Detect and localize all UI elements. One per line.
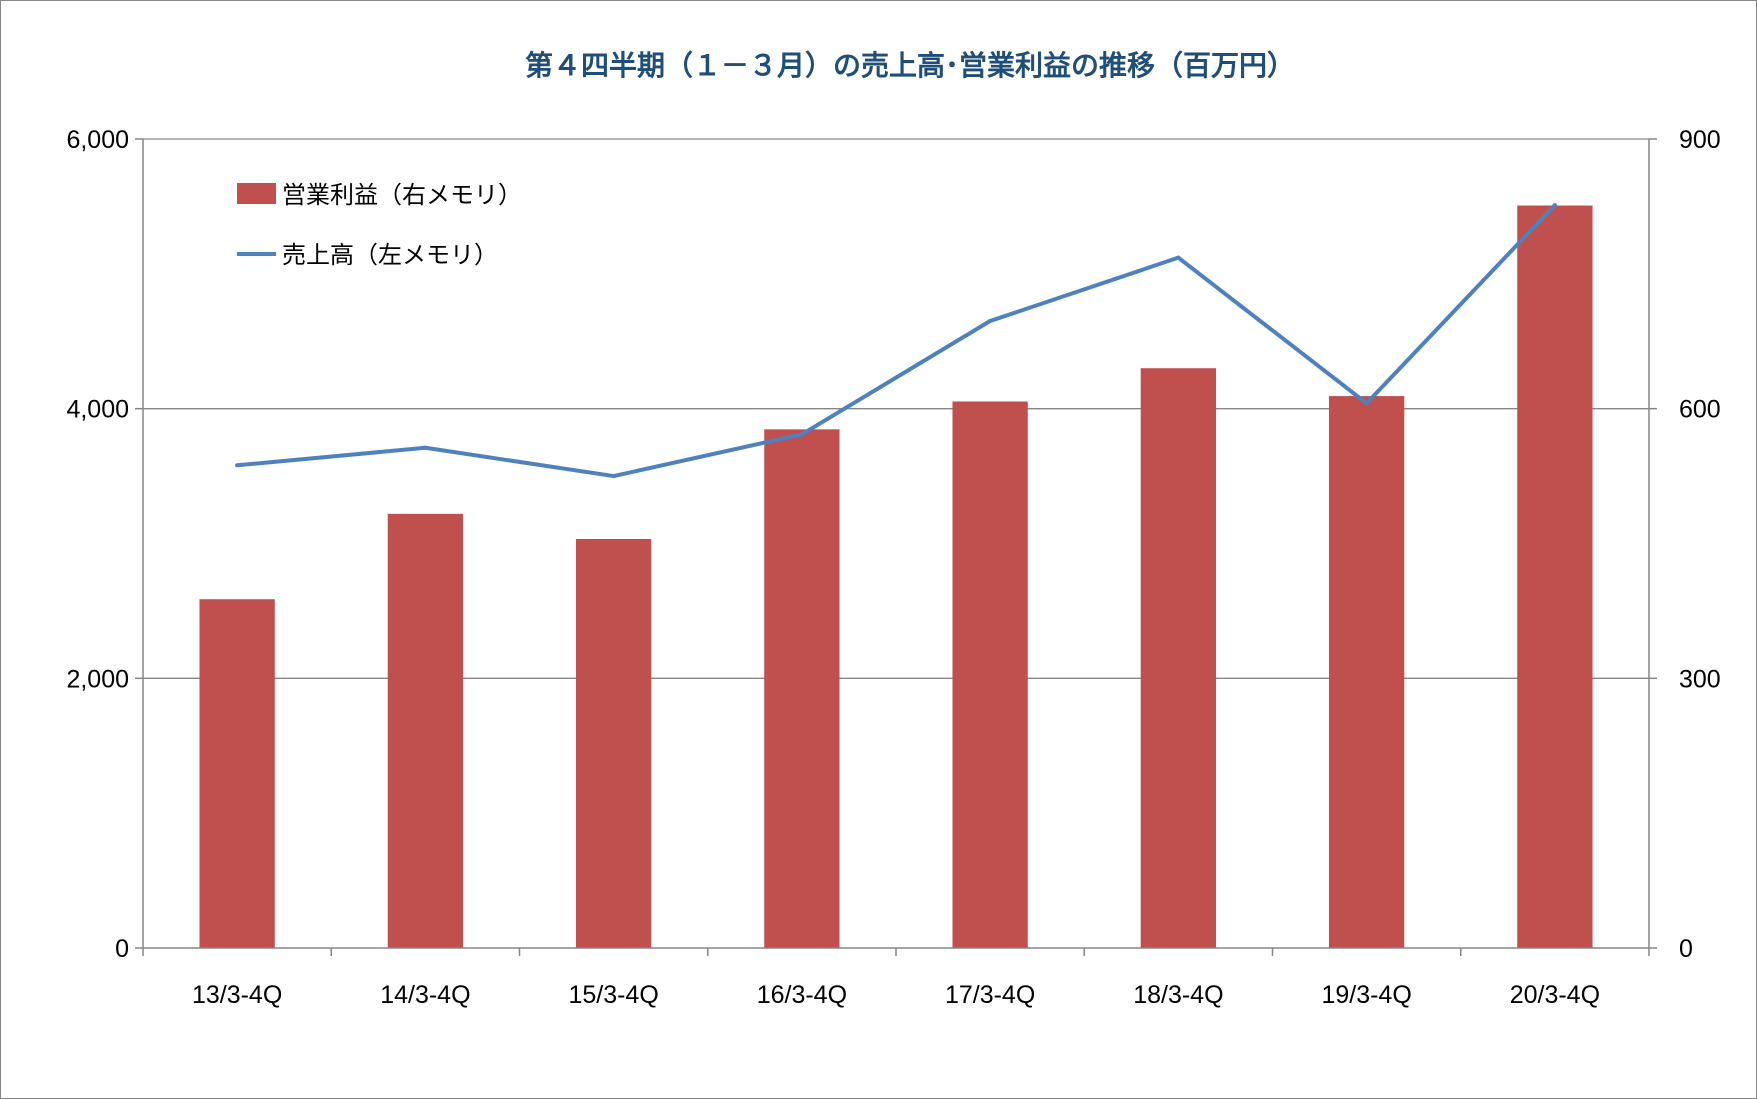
- y-right-tick-label-0: 0: [1679, 935, 1693, 963]
- bar-operating-profit-6: [1328, 396, 1405, 948]
- x-tick-label-2: 15/3-4Q: [568, 981, 658, 1009]
- x-tick-label-0: 13/3-4Q: [192, 981, 282, 1009]
- x-tick-label-7: 20/3-4Q: [1510, 981, 1600, 1009]
- y-left-tick-label-2: 4,000: [66, 396, 129, 424]
- point-sales-6: [1364, 401, 1369, 406]
- x-tick-label-6: 19/3-4Q: [1321, 981, 1411, 1009]
- legend-swatch-operating-profit: [237, 183, 276, 204]
- bar-operating-profit-2: [575, 539, 652, 948]
- x-tick-label-1: 14/3-4Q: [380, 981, 470, 1009]
- legend-label-sales: 売上高（左メモリ）: [282, 241, 498, 269]
- legend: 営業利益（右メモリ） 売上高（左メモリ）: [237, 181, 522, 269]
- x-tick-label-4: 17/3-4Q: [945, 981, 1035, 1009]
- point-sales-5: [1176, 255, 1181, 260]
- bar-operating-profit-3: [764, 429, 840, 948]
- y-left-tick-label-0: 0: [115, 935, 129, 963]
- bar-series-operating-profit: [199, 205, 1593, 949]
- point-sales-1: [423, 445, 428, 450]
- point-sales-3: [799, 432, 804, 437]
- y-left-tick-label-1: 2,000: [66, 665, 129, 693]
- point-sales-4: [988, 319, 993, 324]
- y-right-tick-label-1: 300: [1679, 665, 1721, 693]
- y-left-tick-label-3: 6,000: [66, 126, 129, 154]
- bar-operating-profit-7: [1517, 205, 1593, 949]
- y-right-tick-label-2: 600: [1679, 396, 1721, 424]
- x-tick-label-5: 18/3-4Q: [1133, 981, 1223, 1009]
- y-right-tick-label-3: 900: [1679, 126, 1721, 154]
- line-sales: [236, 203, 1557, 479]
- point-sales-2: [611, 474, 616, 479]
- bar-operating-profit-1: [387, 513, 464, 948]
- axes: 0 2,000 4,000 6,000 0 300 600 900 13/3-4Q 14/3-4Q…: [66, 126, 1720, 1009]
- x-tick-label-3: 16/3-4Q: [757, 981, 847, 1009]
- point-sales-7: [1552, 203, 1557, 208]
- bar-operating-profit-4: [952, 401, 1028, 948]
- gridlines: [143, 138, 1649, 679]
- bar-operating-profit-0: [199, 599, 275, 948]
- point-sales-0: [235, 463, 240, 468]
- chart-title: 第４四半期（１－３月）の売上高･営業利益の推移（百万円）: [525, 49, 1295, 82]
- line-series-sales: [235, 203, 1557, 479]
- bar-operating-profit-5: [1140, 368, 1217, 948]
- legend-label-operating-profit: 営業利益（右メモリ）: [282, 181, 522, 209]
